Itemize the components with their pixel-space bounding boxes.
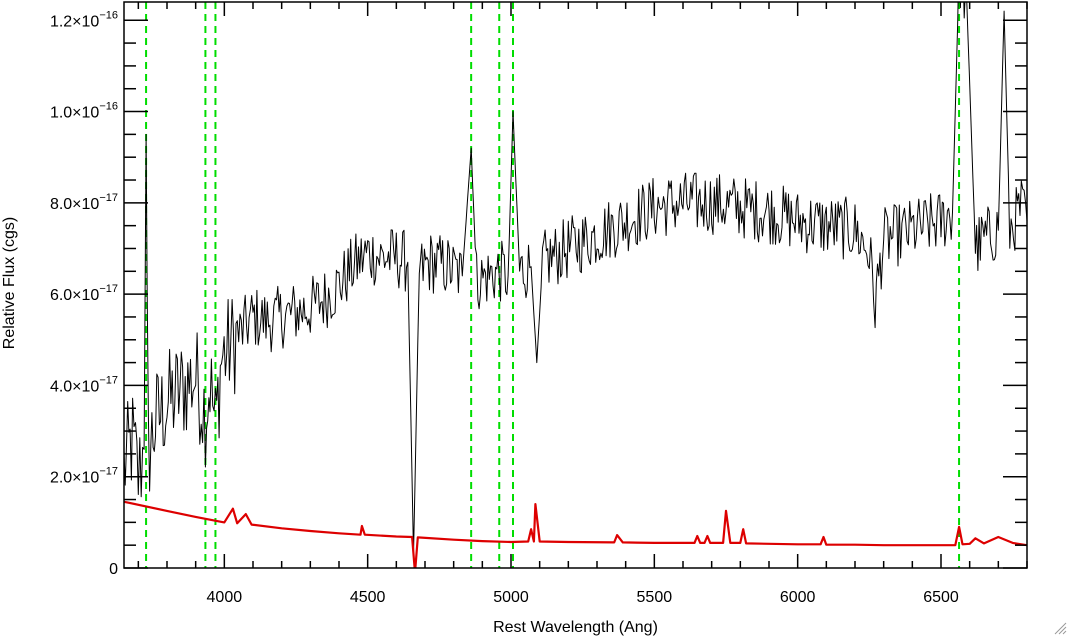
y-axis-title: Relative Flux (cgs) bbox=[1, 217, 18, 349]
x-axis: 4000 4500 5000 5500 6000 6500 bbox=[137, 2, 1028, 606]
resize-grip-icon[interactable] bbox=[1054, 622, 1067, 635]
plot-frame bbox=[123, 1, 1028, 569]
y-axis: 0 2.0×10−17 4.0×10−17 6.0×10−17 8.0×10−17 1.0… bbox=[50, 9, 1027, 578]
series-layer bbox=[124, 2, 1027, 568]
x-tick-label: 4500 bbox=[350, 589, 386, 606]
x-axis-title: Rest Wavelength (Ang) bbox=[493, 619, 658, 636]
y-tick-label: 0 bbox=[109, 561, 118, 578]
y-tick-label: 1.0×10−16 bbox=[50, 101, 118, 122]
y-tick-label: 6.0×10−17 bbox=[50, 283, 118, 304]
y-tick-label: 1.2×10−16 bbox=[50, 9, 118, 30]
reference-lines bbox=[145, 2, 961, 568]
series-line-1 bbox=[124, 500, 1027, 568]
x-tick-label: 5500 bbox=[637, 589, 673, 606]
y-tick-label: 8.0×10−17 bbox=[50, 192, 118, 213]
x-tick-label: 6000 bbox=[780, 589, 816, 606]
y-tick-label: 2.0×10−17 bbox=[50, 466, 118, 487]
x-tick-label: 6500 bbox=[923, 589, 959, 606]
series-line-0 bbox=[124, 2, 1027, 555]
x-tick-label: 5000 bbox=[493, 589, 529, 606]
x-tick-label: 4000 bbox=[207, 589, 243, 606]
y-tick-label: 4.0×10−17 bbox=[50, 374, 118, 395]
